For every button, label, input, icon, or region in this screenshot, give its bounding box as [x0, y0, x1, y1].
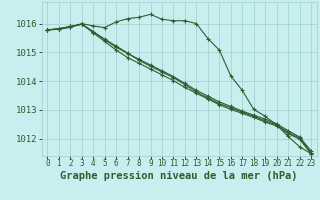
X-axis label: Graphe pression niveau de la mer (hPa): Graphe pression niveau de la mer (hPa) — [60, 171, 298, 181]
